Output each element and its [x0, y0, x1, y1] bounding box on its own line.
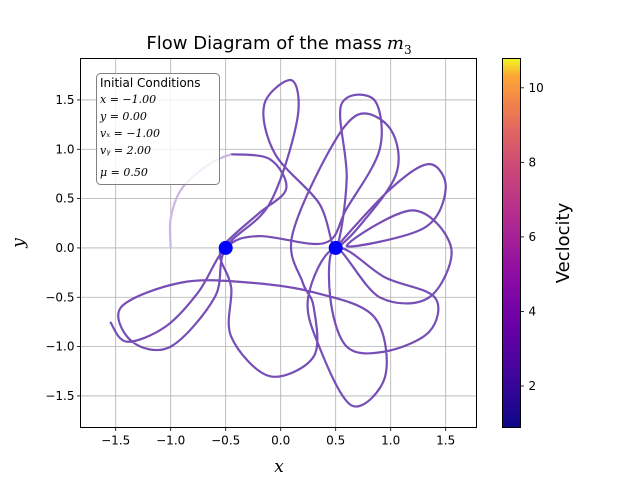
- y-tick-label: −0.5: [45, 290, 74, 304]
- x-tick-label: 0.0: [271, 434, 290, 448]
- colorbar-ticks: 2 4 6 8 10: [520, 81, 544, 393]
- x-axis-label: x: [274, 457, 284, 477]
- colorbar-tick-label: 6: [529, 230, 537, 244]
- colorbar-tick-label: 2: [529, 379, 537, 393]
- ic-y: y = 0.00: [99, 110, 147, 123]
- x-tick-label: 1.5: [436, 434, 455, 448]
- y-tick-label: 0.0: [55, 241, 74, 255]
- initial-conditions-header: Initial Conditions: [100, 76, 201, 90]
- x-tick-label: −1.5: [101, 434, 130, 448]
- ic-x: x = −1.00: [100, 93, 156, 106]
- ic-vx: vₓ = −1.00: [100, 127, 160, 140]
- mass-point: [328, 240, 343, 255]
- colorbar-tick-label: 10: [529, 81, 544, 95]
- trajectory-main: [109, 78, 453, 408]
- y-tick-label: 1.0: [55, 142, 74, 156]
- initial-conditions-frame: [96, 73, 220, 185]
- x-tick-label: −0.5: [211, 434, 240, 448]
- mass-markers: [218, 240, 343, 255]
- y-tick-label: −1.0: [45, 340, 74, 354]
- colorbar-tick-label: 4: [529, 304, 537, 318]
- y-tick-label: 1.5: [55, 93, 74, 107]
- mass-point: [218, 240, 233, 255]
- ic-vy: vᵧ = 2.00: [100, 144, 151, 157]
- initial-conditions-box: Initial Conditions x = −1.00 y = 0.00 vₓ…: [96, 73, 220, 185]
- plot-frame: [80, 58, 477, 428]
- chart-title: Flow Diagram of the mass m3: [146, 33, 411, 57]
- y-axis-ticks: −1.5 −1.0 −0.5 0.0 0.5 1.0 1.5: [45, 93, 81, 403]
- colorbar-label: Veclocity: [553, 202, 574, 283]
- x-tick-label: 1.0: [381, 434, 400, 448]
- colorbar-frame: [502, 58, 521, 428]
- x-tick-label: −1.0: [156, 434, 185, 448]
- colorbar-gradient: [502, 58, 520, 427]
- y-tick-label: −1.5: [45, 389, 74, 403]
- y-tick-label: 0.5: [55, 192, 74, 206]
- colorbar: 2 4 6 8 10 Veclocity: [502, 58, 574, 428]
- x-tick-label: 0.5: [326, 434, 345, 448]
- ic-mu: μ = 0.50: [100, 166, 148, 179]
- x-axis-ticks: −1.5 −1.0 −0.5 0.0 0.5 1.0 1.5: [101, 427, 455, 448]
- y-axis-label: y: [9, 238, 29, 249]
- colorbar-tick-label: 8: [529, 155, 537, 169]
